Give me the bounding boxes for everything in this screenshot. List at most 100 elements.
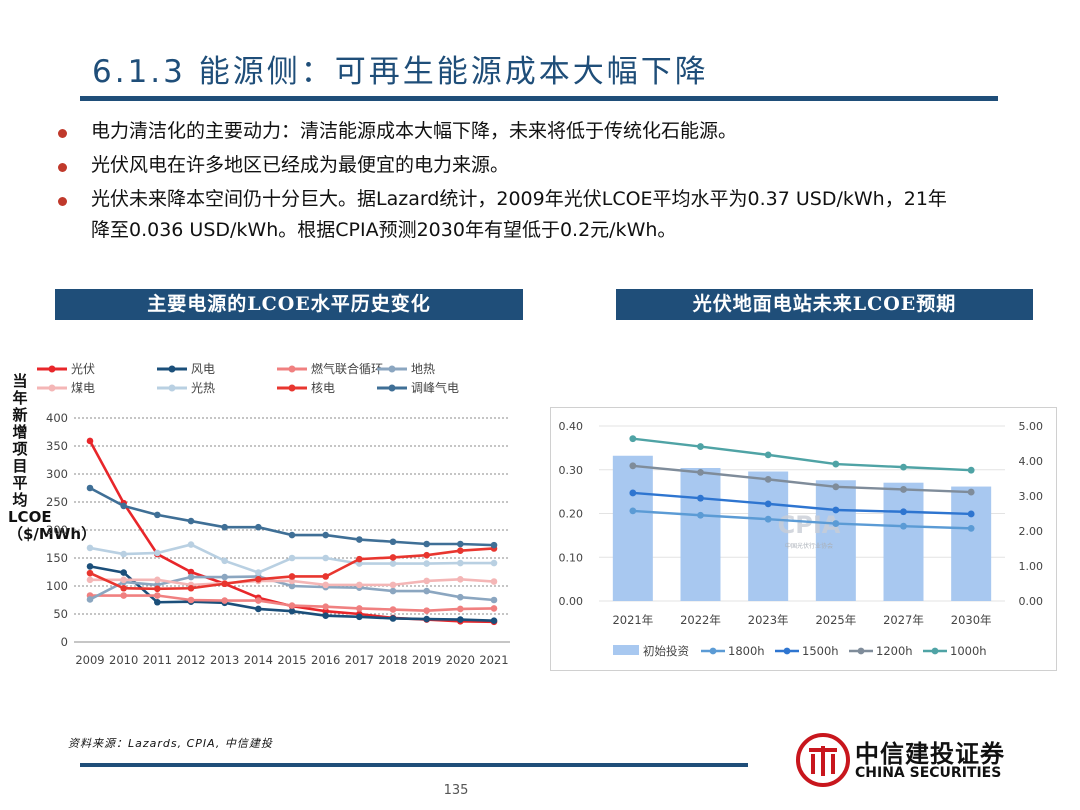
data-point: [120, 569, 127, 576]
data-point: [356, 581, 363, 589]
data-point: [322, 612, 329, 619]
data-point: [457, 575, 464, 583]
bullet-text: 光伏风电在许多地区已经成为最便宜的电力来源。: [91, 154, 510, 176]
data-point: [322, 531, 329, 539]
bullet-item: 电力清洁化的主要动力：清洁能源成本大幅下降，未来将低于传统化石能源。: [58, 116, 958, 147]
data-point: [221, 580, 228, 588]
title-rule: [80, 96, 998, 101]
data-point: [900, 463, 907, 471]
legend-marker: [48, 384, 56, 392]
legend-marker: [288, 365, 296, 373]
data-point: [255, 523, 262, 531]
data-point: [86, 437, 94, 445]
bullet-text: 光伏未来降本空间仍十分巨大。据Lazard统计，2009年光伏LCOE平均水平为…: [91, 188, 947, 241]
data-point: [288, 554, 296, 562]
y-tick-label: 350: [46, 439, 68, 453]
y2-tick-label: 0.00: [1019, 595, 1044, 608]
data-point: [255, 597, 262, 604]
data-point: [187, 541, 195, 548]
data-point: [221, 523, 228, 531]
data-point: [154, 598, 161, 606]
data-point: [967, 524, 975, 532]
data-point: [322, 573, 329, 580]
x-tick-label: 2009: [75, 653, 104, 667]
data-point: [832, 520, 840, 527]
data-point: [389, 587, 397, 595]
legend-marker: [388, 384, 396, 392]
data-point: [322, 581, 329, 589]
legend-label: 1500h: [802, 644, 839, 658]
legend-label: 调峰气电: [411, 380, 459, 395]
legend-swatch: [613, 645, 639, 655]
legend-marker: [48, 365, 56, 373]
data-point: [457, 593, 464, 601]
x-tick-label: 2021年: [612, 613, 653, 627]
legend-marker: [168, 384, 176, 392]
data-point: [288, 573, 296, 580]
data-point: [120, 584, 127, 592]
data-point: [697, 443, 704, 450]
data-point: [629, 462, 637, 470]
data-point: [764, 475, 772, 483]
data-point: [389, 538, 397, 546]
y2-tick-label: 4.00: [1019, 455, 1044, 468]
legend-label: 1000h: [950, 644, 987, 658]
data-point: [423, 560, 430, 567]
legend-marker: [709, 647, 717, 655]
legend-label: 光热: [191, 381, 215, 395]
chart-y-axis-label: 当年新增项目平均LCOE（$/MWh）: [8, 372, 97, 543]
bar: [748, 471, 789, 601]
data-point: [255, 605, 262, 613]
x-tick-label: 2018: [378, 653, 407, 667]
data-point: [967, 510, 975, 518]
bullet-item: 光伏未来降本空间仍十分巨大。据Lazard统计，2009年光伏LCOE平均水平为…: [58, 184, 958, 246]
data-point: [255, 575, 262, 583]
y-tick-label: 0.20: [559, 508, 584, 521]
legend-marker: [388, 365, 396, 373]
data-point: [154, 511, 161, 519]
data-point: [86, 563, 94, 570]
data-point: [764, 451, 772, 459]
x-tick-label: 2013: [210, 653, 239, 667]
y-tick-label: 0: [61, 635, 68, 649]
x-tick-label: 2030年: [951, 613, 992, 627]
data-point: [389, 560, 397, 567]
bullet-list: 电力清洁化的主要动力：清洁能源成本大幅下降，未来将低于传统化石能源。 光伏风电在…: [58, 116, 958, 249]
legend-marker: [288, 384, 296, 392]
data-point: [86, 569, 94, 577]
data-point: [900, 522, 907, 530]
data-point: [697, 511, 704, 519]
bar: [680, 468, 721, 601]
bullet-dot-icon: [58, 129, 67, 138]
legend-label: 1800h: [728, 644, 765, 658]
bullet-dot-icon: [58, 163, 67, 172]
logo-english-name: CHINA SECURITIES: [855, 765, 1002, 781]
data-point: [356, 555, 363, 563]
data-point: [832, 460, 840, 468]
bar: [883, 482, 924, 601]
y-tick-label: 250: [46, 495, 68, 509]
data-point: [900, 508, 907, 516]
data-point: [629, 507, 637, 515]
data-point: [221, 573, 228, 581]
data-point: [457, 616, 464, 623]
y-tick-label: 400: [46, 411, 68, 425]
data-point: [423, 540, 430, 548]
data-point: [832, 506, 840, 514]
watermark-subtext: 中国光伏行业协会: [785, 542, 833, 550]
data-point: [832, 483, 840, 491]
legend-label: 风电: [191, 362, 215, 376]
data-point: [221, 557, 228, 565]
data-point: [356, 613, 363, 621]
data-point: [356, 605, 363, 612]
legend-label: 光伏: [71, 362, 95, 376]
data-point: [697, 468, 704, 476]
x-tick-label: 2015: [277, 653, 306, 667]
data-point: [900, 486, 907, 493]
data-point: [154, 592, 161, 599]
watermark-text: CPIA: [778, 511, 841, 539]
data-point: [490, 541, 498, 549]
x-tick-label: 2010: [109, 653, 138, 667]
legend-label: 燃气联合循环: [311, 361, 383, 376]
data-point: [86, 576, 94, 584]
